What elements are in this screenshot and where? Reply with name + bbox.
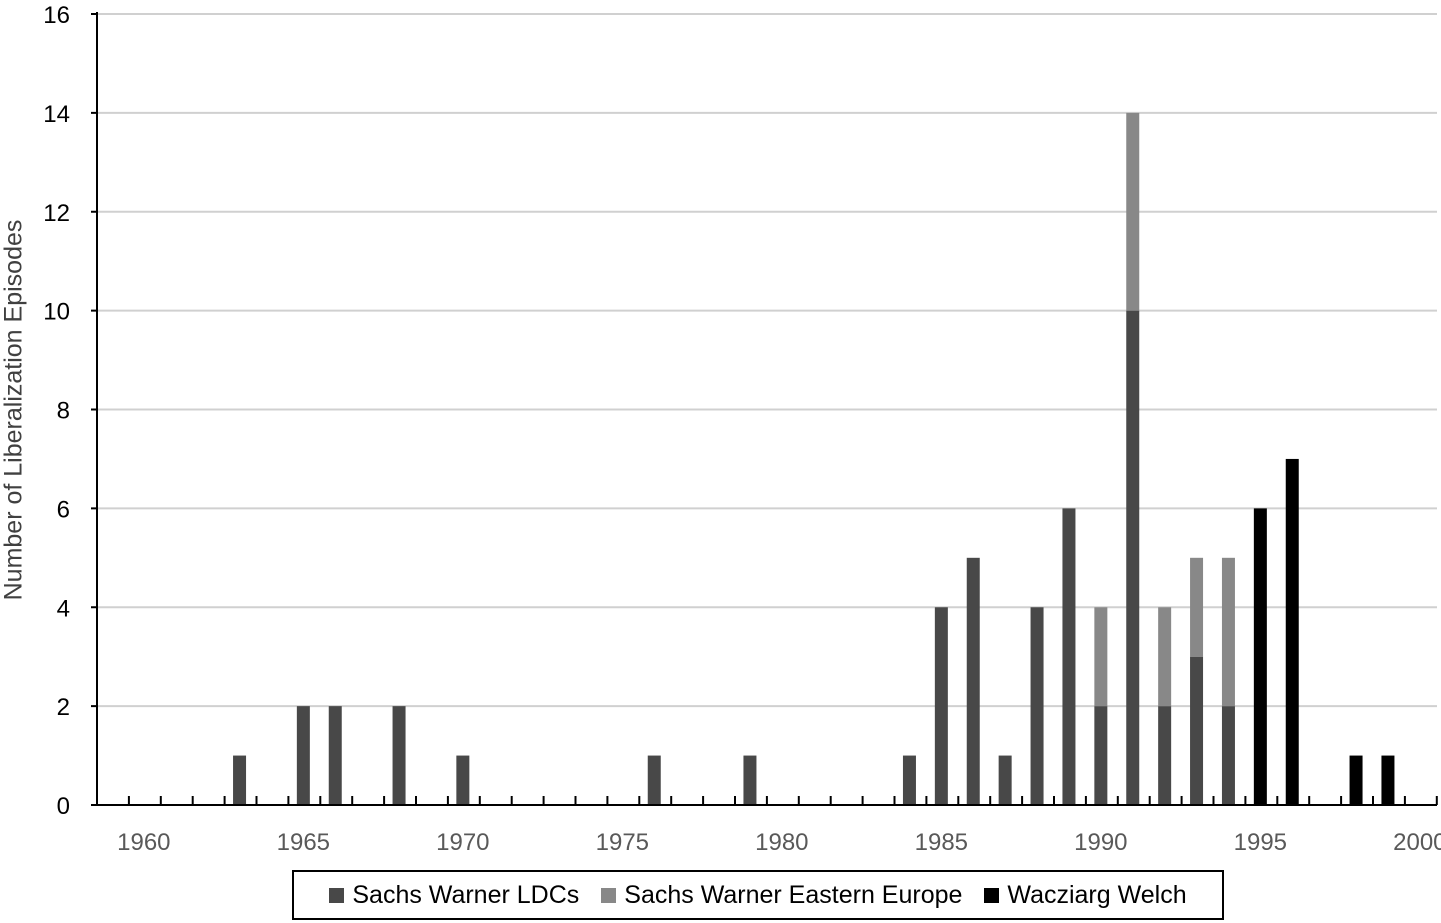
bar-1976-series-0 [647,755,661,805]
x-tick-label-1995: 1995 [1234,829,1287,856]
y-tick-label-6: 6 [57,496,70,523]
bar-1994-series-0 [1221,706,1235,805]
bar-1968-series-0 [392,706,406,805]
x-tick-label-1965: 1965 [277,829,330,856]
bar-1996-series-2 [1285,458,1299,805]
bar-1992-series-1 [1158,607,1172,707]
legend-swatch-ldcs [329,887,345,903]
bar-1995-series-2 [1253,508,1267,805]
legend-swatch-eastern-europe [601,887,617,903]
y-tick-label-4: 4 [57,595,70,622]
y-tick-label-14: 14 [43,101,70,128]
x-tick-labels: 1960 1965 1970 1975 1980 1985 1990 1995 2000 [117,829,1441,856]
legend-swatch-wacziarg-welch [984,887,1000,903]
bar-1998-series-2 [1349,755,1363,805]
bar-1993-series-1 [1190,557,1204,657]
bar-1985-series-0 [934,607,948,805]
bar-1979-series-0 [743,755,757,805]
bar-1988-series-0 [1030,607,1044,805]
y-tick-labels: 0 2 4 6 8 10 12 14 16 [43,2,70,820]
bar-1991-series-0 [1126,310,1140,805]
x-tick-label-2000: 2000 [1393,829,1441,856]
bars [233,112,1395,805]
bar-1986-series-0 [966,557,980,805]
bar-1991-series-1 [1126,112,1140,311]
bar-1990-series-1 [1094,607,1108,707]
bar-1963-series-0 [233,755,247,805]
y-tick-label-0: 0 [57,793,70,820]
bar-1984-series-0 [902,755,916,805]
x-tick-label-1985: 1985 [915,829,968,856]
bar-1992-series-0 [1158,706,1172,805]
x-tick-label-1975: 1975 [596,829,649,856]
bar-1993-series-0 [1190,656,1204,805]
bar-1966-series-0 [328,706,342,805]
bar-1990-series-0 [1094,706,1108,805]
bar-1994-series-1 [1221,557,1235,707]
bar-1965-series-0 [296,706,310,805]
y-axis-title: Number of Liberalization Episodes [0,219,28,601]
y-tick-label-12: 12 [43,200,70,227]
y-tick-label-8: 8 [57,398,70,425]
x-tick-label-1990: 1990 [1074,829,1127,856]
y-tick-label-16: 16 [43,2,70,29]
bar-1970-series-0 [456,755,470,805]
legend-item-eastern-europe: Sachs Warner Eastern Europe [601,881,962,910]
legend-label-ldcs: Sachs Warner LDCs [352,880,580,909]
legend-label-eastern-europe: Sachs Warner Eastern Europe [624,880,963,909]
legend-item-ldcs: Sachs Warner LDCs [329,881,579,910]
y-tick-label-10: 10 [43,299,70,326]
y-tick-label-2: 2 [57,694,70,721]
x-tick-label-1970: 1970 [436,829,489,856]
x-tick-label-1980: 1980 [755,829,808,856]
legend-item-wacziarg-welch: Wacziarg Welch [984,880,1187,910]
gridlines [97,13,1437,708]
axes [91,12,1438,806]
bar-1999-series-2 [1381,755,1395,805]
x-tick-label-1960: 1960 [117,829,170,856]
bar-1989-series-0 [1062,508,1076,805]
bar-1987-series-0 [998,755,1012,805]
legend: Sachs Warner LDCs Sachs Warner Eastern E… [292,870,1224,920]
legend-label-wacziarg-welch: Wacziarg Welch [1007,880,1187,909]
